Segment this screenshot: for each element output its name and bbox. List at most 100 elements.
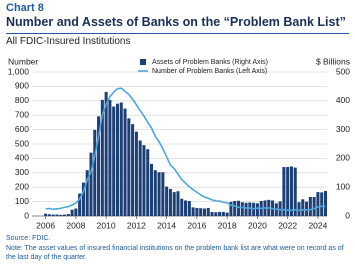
y2-axis-label: $ Billions — [316, 56, 350, 66]
bar — [278, 201, 282, 216]
y2-tick-label: 300 — [336, 124, 350, 134]
bar — [199, 208, 203, 216]
y-tick-label: 900 — [15, 81, 29, 91]
bar — [312, 196, 316, 216]
legend-label: Assets of Problem Banks (Right Axis) — [152, 59, 268, 66]
legend-swatch — [140, 59, 146, 65]
bar — [150, 163, 154, 216]
bar — [308, 196, 312, 216]
x-tick-label: 2024 — [308, 220, 327, 230]
bar — [131, 124, 135, 216]
bar — [119, 102, 123, 216]
y-tick-label: 700 — [15, 109, 29, 119]
x-tick-label: 2006 — [36, 220, 55, 230]
legend-label: Number of Problem Banks (Left Axis) — [152, 68, 267, 75]
bar — [229, 201, 233, 216]
bar — [301, 199, 305, 216]
bar — [55, 214, 59, 216]
bar — [63, 214, 67, 216]
bar — [44, 213, 48, 216]
note: Note: The asset values of insured financ… — [6, 245, 344, 261]
bar — [51, 214, 55, 216]
bar — [100, 99, 104, 216]
title-rule — [6, 33, 349, 34]
y2-tick-label: 200 — [336, 153, 350, 163]
bar — [286, 167, 290, 216]
bar — [289, 166, 293, 216]
bar — [202, 208, 206, 216]
bar — [97, 116, 101, 216]
bar — [184, 200, 188, 216]
x-tick-label: 2022 — [278, 220, 297, 230]
bar — [176, 191, 180, 216]
bar — [165, 186, 169, 216]
chart-label: Chart 8 — [6, 2, 44, 14]
line — [45, 87, 326, 212]
x-tick-label: 2010 — [97, 220, 116, 230]
chart-title: Number and Assets of Banks on the “Probl… — [6, 15, 346, 29]
bar — [240, 202, 244, 216]
y2-tick-label: 400 — [336, 95, 350, 105]
chart: Number $ Billions 0 100 200 300 400 500 600 700… — [8, 56, 351, 230]
y2-tick-label: 0 — [345, 210, 350, 220]
bar — [59, 214, 63, 216]
bar — [214, 212, 218, 216]
bar — [225, 212, 229, 216]
y-tick-label: 1,000 — [8, 66, 30, 76]
bar — [89, 152, 93, 216]
y-tick-label: 800 — [15, 95, 29, 105]
bar — [142, 145, 146, 216]
bar — [66, 213, 70, 216]
y-tick-label: 300 — [15, 167, 29, 177]
bar — [93, 129, 97, 216]
bar — [255, 203, 259, 216]
x-tick-label: 2008 — [66, 220, 85, 230]
bar — [146, 149, 150, 216]
y-tick-label: 0 — [24, 210, 29, 220]
bar — [248, 202, 252, 216]
bar — [297, 202, 301, 216]
bar — [305, 201, 309, 216]
bar — [210, 211, 214, 216]
bar — [206, 207, 210, 216]
bar — [172, 192, 176, 216]
bar — [316, 192, 320, 216]
bar — [233, 201, 237, 216]
y-tick-label: 500 — [15, 138, 29, 148]
x-tick-label: 2014 — [157, 220, 176, 230]
bar — [218, 211, 222, 216]
x-tick-label: 2012 — [127, 220, 146, 230]
bar — [74, 208, 78, 216]
y-axis-label: Number — [8, 56, 38, 66]
bar — [108, 99, 112, 216]
bar — [85, 170, 89, 216]
y-tick-label: 200 — [15, 181, 29, 191]
bar — [168, 188, 172, 216]
bar — [138, 140, 142, 216]
bar — [78, 193, 82, 216]
bar — [323, 190, 327, 216]
bar — [180, 198, 184, 216]
y2-tick-label: 500 — [336, 66, 350, 76]
bar — [134, 131, 138, 216]
bar — [244, 202, 248, 216]
bar — [81, 182, 85, 216]
bar — [191, 207, 195, 216]
chart-subtitle: All FDIC-Insured Institutions — [6, 36, 131, 47]
x-tick-label: 2016 — [187, 220, 206, 230]
x-tick-label: 2018 — [218, 220, 237, 230]
y-tick-label: 400 — [15, 153, 29, 163]
bar — [70, 209, 74, 216]
bar — [157, 172, 161, 216]
y-tick-label: 600 — [15, 124, 29, 134]
x-tick-label: 2020 — [248, 220, 267, 230]
source: Source: FDIC. — [6, 235, 51, 242]
bar — [123, 108, 127, 216]
bar — [127, 118, 131, 216]
bar — [195, 207, 199, 216]
bar — [153, 170, 157, 216]
y-tick-label: 100 — [15, 196, 29, 206]
bar — [282, 167, 286, 216]
bar — [320, 192, 324, 216]
